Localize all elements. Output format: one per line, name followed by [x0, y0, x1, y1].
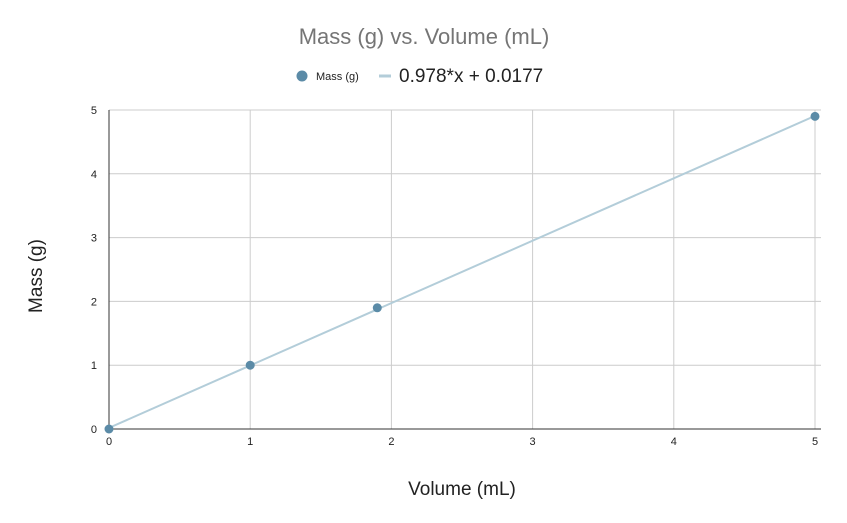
x-tick-label: 5: [812, 436, 818, 448]
legend: Mass (g) 0.978*x + 0.0177: [296, 66, 543, 87]
legend-label-mass: Mass (g): [316, 71, 359, 83]
x-tick-label: 1: [247, 436, 253, 448]
x-tick-label: 4: [671, 436, 677, 448]
data-point: [372, 303, 382, 313]
x-tick-label: 3: [530, 436, 536, 448]
axes: [108, 110, 821, 430]
data-point: [245, 360, 255, 370]
y-tick-label: 4: [91, 169, 97, 181]
x-tick-label: 2: [388, 436, 394, 448]
x-tick-labels: 0 1 2 3 4 5: [106, 436, 818, 448]
trendline: [108, 114, 816, 429]
data-points: [104, 111, 820, 434]
grid: [109, 109, 821, 429]
y-axis-title: Mass (g): [26, 239, 47, 313]
x-axis-title: Volume (mL): [408, 479, 516, 500]
y-tick-label: 2: [91, 296, 97, 308]
legend-label-trendline: 0.978*x + 0.0177: [399, 66, 543, 87]
x-tick-label: 0: [106, 436, 112, 448]
legend-marker-mass: [296, 70, 308, 82]
data-point: [810, 111, 820, 121]
data-point: [104, 424, 114, 434]
chart-title: Mass (g) vs. Volume (mL): [299, 24, 550, 49]
y-tick-label: 0: [91, 424, 97, 436]
y-tick-label: 1: [91, 360, 97, 372]
trendline-group: [108, 114, 816, 429]
y-tick-label: 3: [91, 233, 97, 245]
y-tick-label: 5: [91, 105, 97, 117]
y-tick-labels: 0 1 2 3 4 5: [91, 105, 97, 436]
